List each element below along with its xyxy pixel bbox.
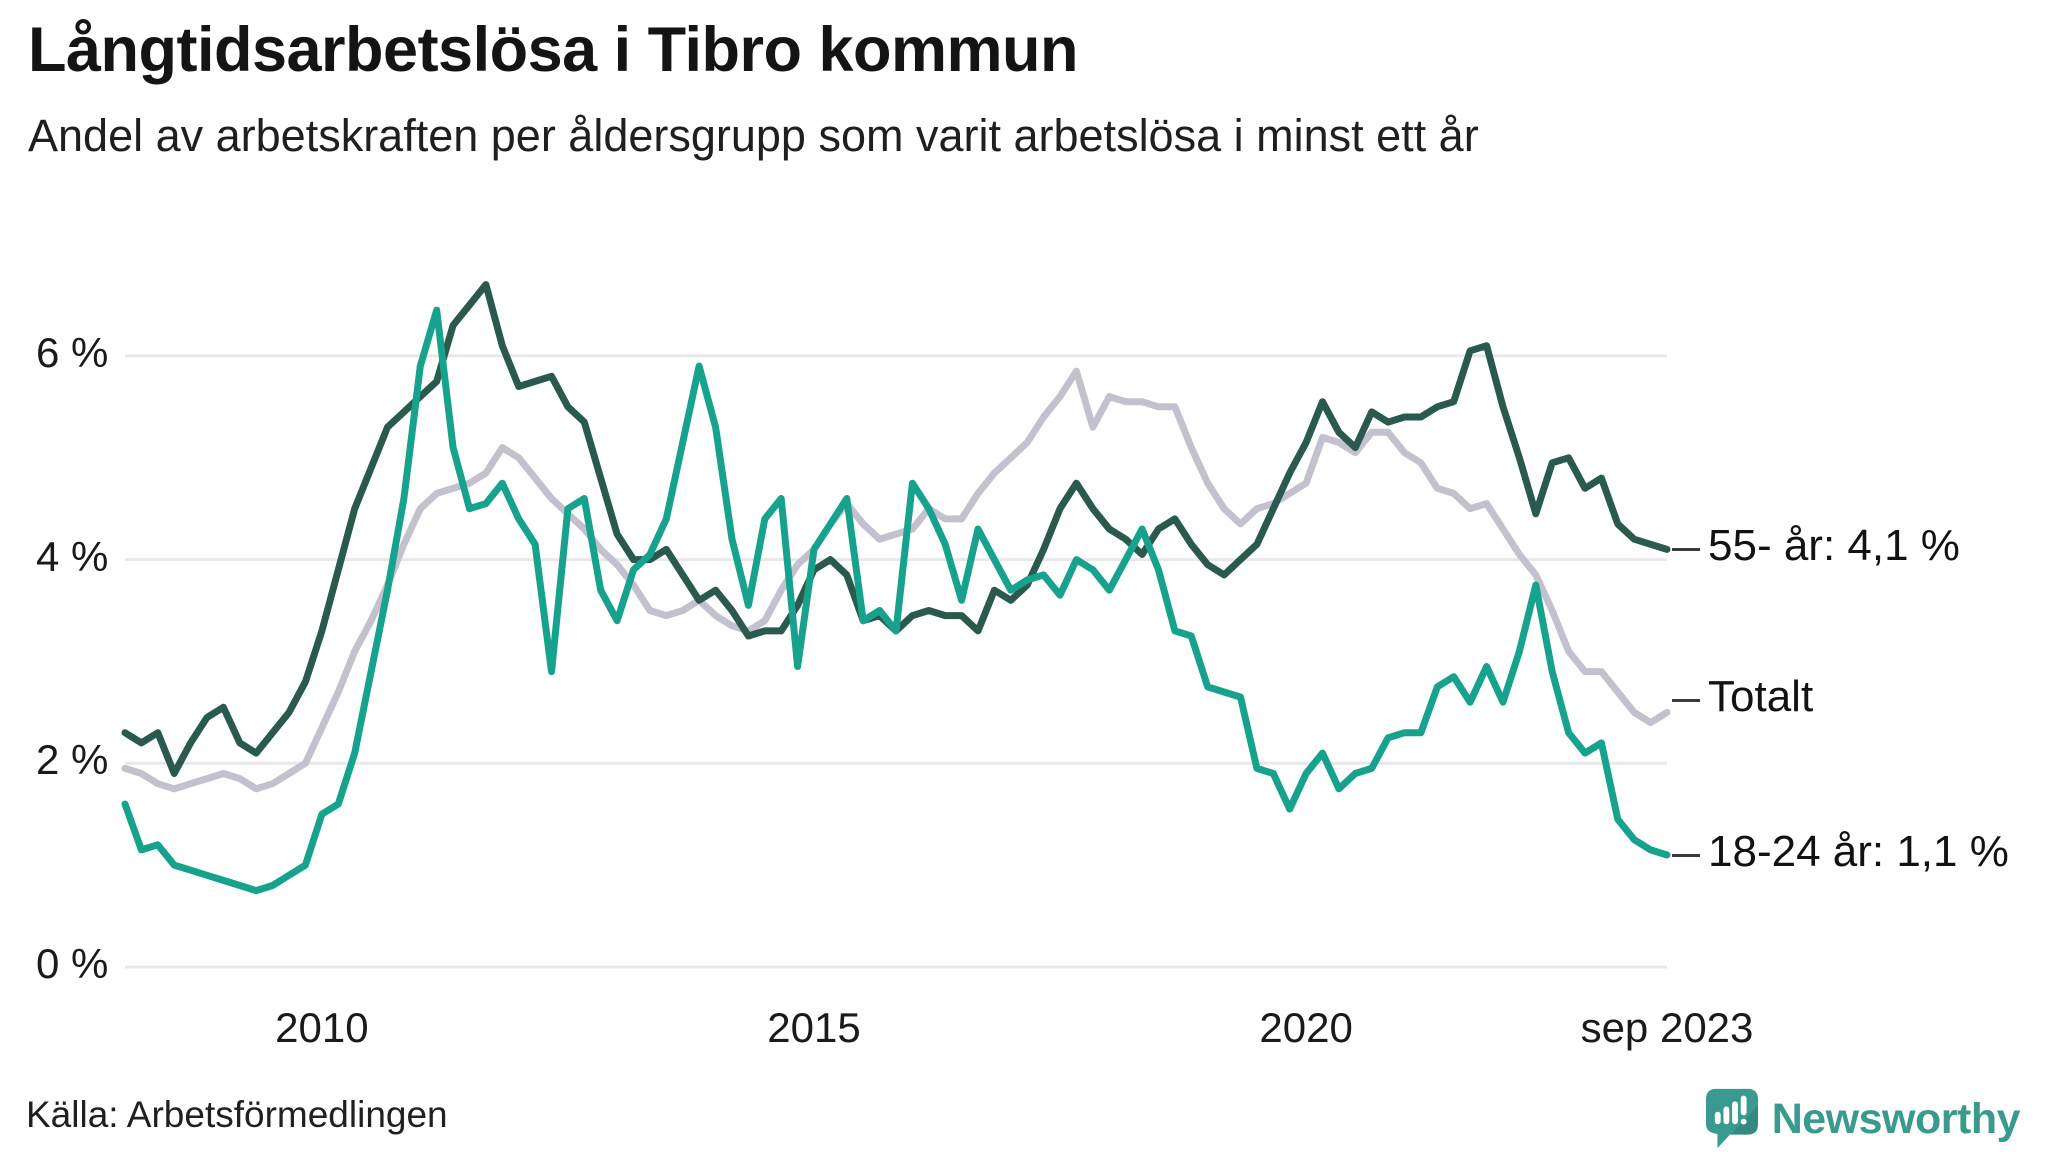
series-label-totalt: Totalt <box>1708 672 1814 722</box>
series-label-tick <box>1672 548 1700 552</box>
y-axis-tick-label: 6 % <box>36 328 109 376</box>
y-axis-tick-label: 2 % <box>36 736 109 784</box>
x-axis-tick-label: 2020 <box>1259 1004 1353 1051</box>
newsworthy-wordmark: Newsworthy <box>1771 1094 2021 1143</box>
newsworthy-logo: Newsworthy <box>1705 1088 2021 1150</box>
x-axis-tick-label: 2015 <box>767 1004 861 1051</box>
source-note: Källa: Arbetsförmedlingen <box>26 1094 448 1135</box>
y-axis-tick-label: 0 % <box>36 940 109 987</box>
series-label-tick <box>1672 699 1700 703</box>
series-label-tick <box>1672 853 1700 857</box>
chart-title: Långtidsarbetslösa i Tibro kommun <box>28 15 1079 85</box>
series-label-18-24-r: 18-24 år: 1,1 % <box>1708 826 2009 876</box>
line-series-18-24-r <box>121 306 1671 895</box>
x-axis-tick-label: sep 2023 <box>1580 1004 1754 1051</box>
y-axis-tick-label: 4 % <box>36 532 109 580</box>
line-series-totalt <box>121 367 1671 793</box>
x-axis-tick-label: 2010 <box>275 1004 369 1051</box>
series-label-55-r: 55- år: 4,1 % <box>1708 521 1960 571</box>
newsworthy-logo-icon <box>1705 1088 1758 1149</box>
chart-subtitle: Andel av arbetskraften per åldersgrupp s… <box>28 110 1479 161</box>
